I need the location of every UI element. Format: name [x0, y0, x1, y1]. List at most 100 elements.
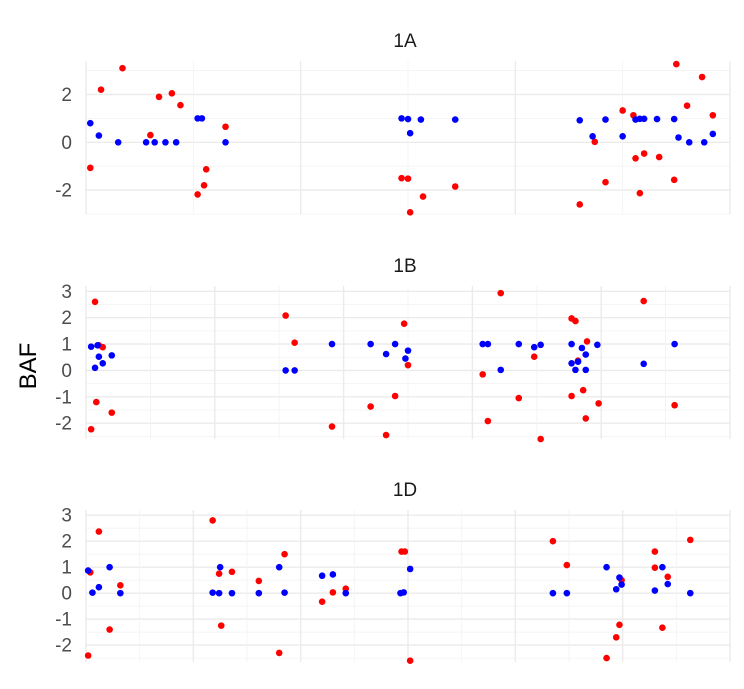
red-point — [91, 298, 99, 306]
red-point — [602, 178, 609, 186]
group-1 — [87, 298, 116, 433]
group-1 — [86, 64, 229, 198]
red-point — [404, 361, 412, 369]
blue-point — [282, 367, 289, 374]
group-4 — [479, 289, 602, 443]
blue-point — [291, 367, 298, 374]
blue-point — [576, 116, 584, 124]
blue-point — [281, 589, 288, 596]
red-point — [451, 183, 459, 190]
blue-point — [537, 341, 544, 349]
blue-point — [574, 358, 582, 366]
blue-point — [99, 359, 107, 367]
blue-point — [84, 567, 92, 574]
group-2 — [398, 115, 459, 216]
red-point — [576, 201, 584, 208]
blue-point — [417, 116, 425, 123]
blue-point — [91, 364, 99, 372]
red-point — [228, 568, 236, 576]
red-point — [651, 548, 659, 555]
blue-point — [582, 366, 590, 374]
blue-point — [404, 115, 412, 123]
red-point — [119, 64, 126, 72]
red-point — [406, 657, 414, 665]
blue-point — [616, 574, 623, 581]
blue-point — [367, 340, 374, 348]
blue-point — [686, 589, 694, 597]
red-point — [619, 107, 626, 114]
group-3 — [367, 320, 412, 439]
blue-point — [95, 353, 103, 360]
blue-point — [255, 589, 263, 597]
group-3 — [318, 548, 409, 606]
red-point — [406, 209, 414, 216]
blue-point — [602, 116, 609, 123]
group-2 — [282, 312, 336, 430]
red-point — [591, 138, 599, 146]
red-point — [603, 654, 610, 662]
blue-point — [328, 340, 336, 348]
blue-point — [329, 571, 337, 578]
blue-point — [198, 115, 206, 122]
red-point — [382, 431, 390, 439]
red-point — [282, 312, 289, 319]
blue-point — [497, 366, 505, 374]
y-tick-label: -2 — [55, 414, 72, 435]
y-tick-label: 1 — [61, 335, 72, 356]
blue-point — [142, 138, 150, 146]
red-point — [168, 89, 176, 97]
blue-point — [106, 563, 113, 571]
red-point — [177, 101, 184, 109]
red-point — [670, 176, 678, 184]
group-5 — [549, 537, 625, 662]
red-point — [117, 582, 124, 589]
red-point — [484, 417, 492, 425]
red-point — [419, 193, 427, 200]
red-point — [217, 622, 225, 629]
blue-point — [151, 138, 158, 146]
red-point — [404, 175, 412, 182]
blue-point — [95, 132, 103, 139]
blue-point — [603, 563, 610, 571]
blue-point — [618, 581, 625, 588]
blue-point — [404, 347, 412, 354]
red-point — [673, 60, 680, 68]
red-point — [659, 624, 666, 632]
red-point — [530, 353, 538, 360]
blue-point — [216, 563, 224, 571]
blue-point — [589, 133, 596, 140]
red-point — [636, 189, 644, 197]
blue-point — [391, 340, 399, 348]
blue-point — [671, 340, 678, 348]
y-axis-title: BAF — [15, 343, 42, 390]
blue-point — [530, 343, 538, 351]
red-point — [255, 577, 263, 585]
blue-point — [479, 340, 487, 348]
blue-point — [228, 589, 236, 597]
blue-point — [619, 133, 626, 140]
blue-point — [549, 589, 557, 597]
blue-point — [515, 340, 523, 348]
blue-point — [594, 341, 601, 349]
red-point — [683, 102, 691, 110]
blue-point — [209, 589, 216, 596]
red-point — [616, 621, 623, 629]
red-point — [595, 400, 602, 407]
blue-point — [651, 587, 659, 594]
red-point — [99, 343, 107, 351]
red-point — [215, 570, 223, 577]
blue-point — [382, 350, 390, 358]
blue-point — [685, 138, 693, 146]
blue-point — [162, 138, 169, 146]
blue-point — [95, 583, 103, 591]
red-point — [572, 317, 579, 325]
red-point — [281, 550, 288, 558]
blue-point — [108, 352, 116, 359]
blue-point — [87, 343, 95, 350]
group-2 — [209, 517, 288, 657]
red-point — [515, 394, 523, 402]
y-tick-label: 0 — [61, 133, 72, 154]
blue-point — [582, 351, 590, 358]
blue-point — [640, 115, 648, 123]
